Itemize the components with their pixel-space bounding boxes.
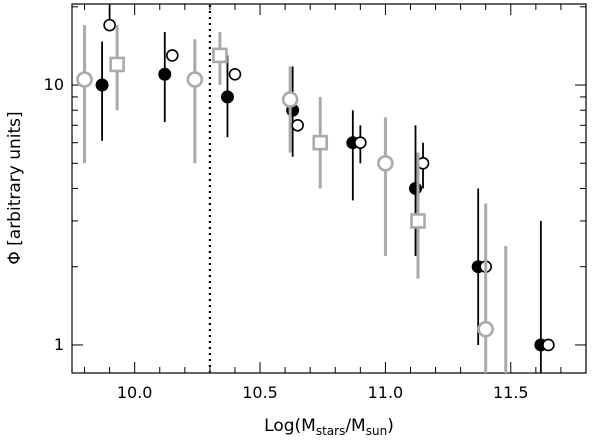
x-tick-label: 10.0 <box>117 383 153 402</box>
x-tick-label: 11.0 <box>368 383 404 402</box>
data-point-open-circle <box>186 71 204 88</box>
data-point-open-circle <box>291 118 304 132</box>
x-axis-title-sub-stars: stars <box>316 424 346 438</box>
data-point-open-square <box>312 134 329 151</box>
data-point-open-circle <box>281 91 299 108</box>
data-marks <box>76 4 555 373</box>
x-axis-title-suffix: ) <box>387 416 394 436</box>
data-point-open-square <box>410 213 426 229</box>
x-axis-title-prefix: Log(M <box>264 416 316 436</box>
data-point-filled-circle <box>409 181 423 195</box>
y-axis-title: Φ [arbitrary units] <box>5 111 25 264</box>
data-point-open-circle <box>354 136 367 149</box>
data-point-filled-circle <box>158 67 172 81</box>
x-axis-title: Log(Mstars/Msun) <box>264 416 394 438</box>
data-point-open-square <box>109 56 125 73</box>
data-point-open-circle <box>228 67 242 81</box>
data-point-filled-circle <box>220 90 234 104</box>
data-point-open-square <box>212 47 228 64</box>
y-axis-ticks: 1 10 <box>44 6 586 354</box>
data-point-open-circle <box>103 18 116 32</box>
data-point-filled-circle <box>95 78 109 92</box>
data-point-open-circle <box>165 49 179 62</box>
x-axis-ticks: 10.0 10.5 11.0 11.5 <box>84 4 587 402</box>
data-point-open-circle <box>542 338 555 352</box>
x-tick-label: 10.5 <box>242 383 278 402</box>
plot-frame <box>71 3 587 374</box>
data-point-open-circle <box>377 154 394 172</box>
x-axis-title-sub-sun: sun <box>366 424 387 438</box>
data-point-open-circle <box>76 71 93 88</box>
x-axis-title-mid: /M <box>345 416 365 436</box>
y-tick-label: 1 <box>54 335 64 354</box>
y-tick-label: 10 <box>44 75 64 94</box>
data-point-open-circle <box>477 320 495 338</box>
x-tick-label: 11.5 <box>493 383 529 402</box>
